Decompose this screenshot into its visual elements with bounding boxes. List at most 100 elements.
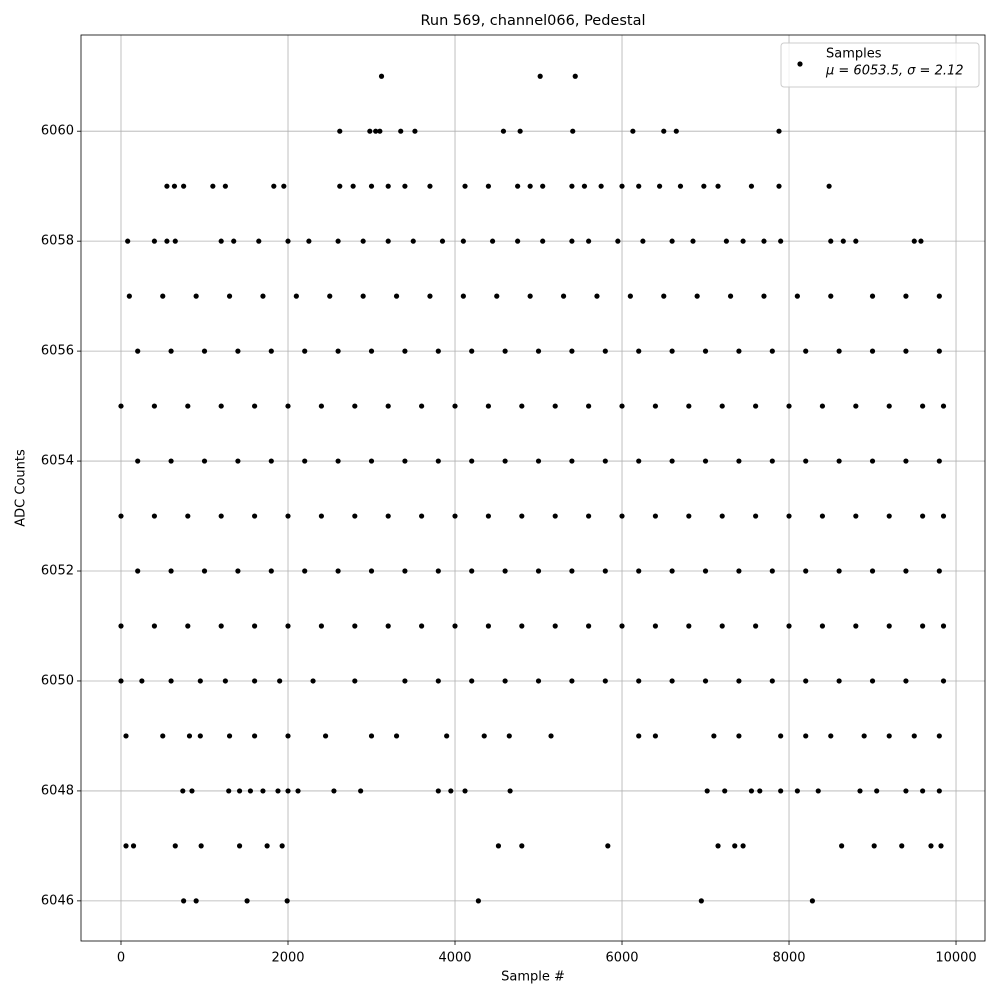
point [602, 458, 608, 464]
point [869, 458, 876, 464]
point [485, 183, 492, 189]
y-axis-label: ADC Counts [14, 449, 29, 527]
point [427, 293, 433, 299]
point [135, 458, 141, 464]
point [936, 733, 942, 739]
point [295, 788, 301, 794]
point [702, 678, 709, 684]
point [535, 678, 542, 684]
point [669, 568, 675, 574]
point [715, 183, 721, 189]
point [452, 513, 458, 519]
point [936, 458, 942, 464]
point [776, 183, 782, 189]
point [853, 403, 859, 409]
point [350, 183, 356, 189]
point [412, 128, 418, 134]
point [569, 568, 575, 574]
point [869, 568, 876, 574]
point [279, 843, 285, 849]
point [285, 623, 291, 629]
point [318, 403, 325, 409]
point [686, 513, 692, 519]
point [940, 513, 947, 519]
point [869, 678, 876, 684]
point [197, 678, 203, 684]
y-tick-label: 6056 [41, 344, 74, 359]
point [940, 623, 947, 629]
point [402, 458, 408, 464]
point [673, 128, 679, 134]
point [515, 183, 521, 189]
point [181, 183, 187, 189]
point [519, 513, 525, 519]
point [794, 788, 800, 794]
point [936, 348, 942, 354]
point [271, 183, 277, 189]
point [661, 128, 667, 134]
point [727, 293, 734, 299]
point [252, 403, 258, 409]
point [569, 458, 575, 464]
point [277, 678, 283, 684]
point [256, 238, 262, 244]
point [828, 238, 834, 244]
point [702, 568, 709, 574]
point [226, 788, 232, 794]
point [636, 458, 642, 464]
point [506, 733, 512, 739]
point [704, 788, 710, 794]
point [736, 733, 742, 739]
point [769, 568, 775, 574]
point [836, 568, 842, 574]
point [460, 293, 466, 299]
point [402, 348, 408, 354]
x-axis-label: Sample # [501, 970, 565, 985]
point [368, 733, 375, 739]
point [189, 788, 195, 794]
point [435, 568, 441, 574]
point [869, 293, 876, 299]
point [185, 623, 191, 629]
point [151, 623, 157, 629]
point [517, 128, 523, 134]
point [252, 513, 258, 519]
point [853, 238, 859, 244]
point [118, 623, 124, 629]
point [164, 238, 170, 244]
point [293, 293, 299, 299]
point [886, 623, 892, 629]
point [335, 348, 341, 354]
point [469, 678, 475, 684]
point [160, 733, 166, 739]
point [527, 293, 533, 299]
point [500, 128, 507, 134]
point [201, 458, 208, 464]
point [164, 183, 170, 189]
point [260, 788, 266, 794]
point [218, 238, 224, 244]
point [462, 788, 468, 794]
point [794, 293, 800, 299]
point [537, 73, 543, 79]
point [753, 623, 759, 629]
point [462, 183, 468, 189]
point [853, 513, 859, 519]
point [552, 513, 558, 519]
point [244, 898, 250, 904]
point [218, 623, 224, 629]
point [327, 293, 333, 299]
point [686, 623, 692, 629]
point [139, 678, 145, 684]
point [439, 238, 446, 244]
point [435, 678, 441, 684]
point [602, 678, 608, 684]
point [636, 568, 642, 574]
point [322, 733, 329, 739]
point [180, 788, 186, 794]
point [469, 348, 475, 354]
point [636, 733, 642, 739]
point [552, 403, 558, 409]
point [748, 183, 755, 189]
point [911, 733, 917, 739]
